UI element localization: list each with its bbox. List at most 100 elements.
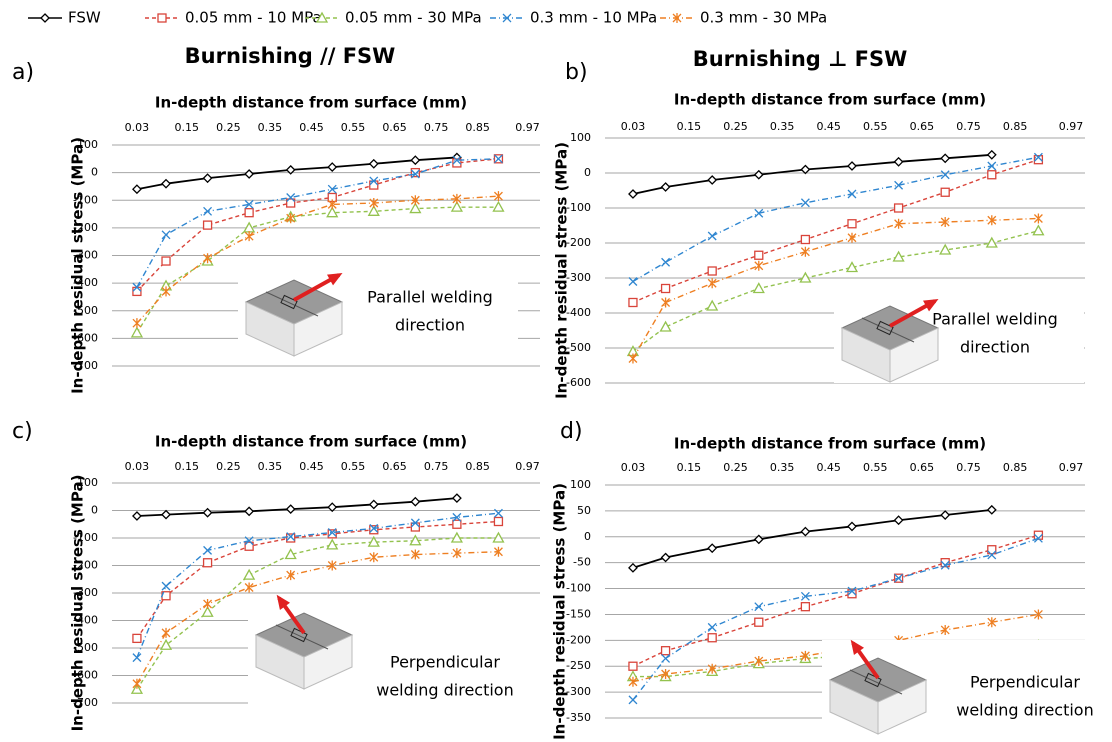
marker (410, 169, 420, 179)
marker (661, 297, 671, 308)
chart: a) In-depth distance from surface (mm) In-… (12, 60, 540, 394)
marker (201, 605, 214, 617)
tool-path (876, 320, 894, 336)
y-tick-label: 100 (77, 138, 98, 151)
marker (940, 217, 950, 227)
x-tick-label: 0.35 (770, 461, 795, 474)
marker (1032, 224, 1045, 236)
x-tick-label: 0.97 (515, 121, 540, 134)
y-axis-title: In-depth residual stress (MPa) (69, 137, 87, 394)
marker (1033, 609, 1043, 620)
series-line (632, 153, 992, 195)
marker (847, 232, 857, 243)
marker (493, 154, 503, 164)
marker (800, 246, 810, 257)
marker (368, 499, 379, 510)
marker (286, 198, 296, 208)
marker (132, 653, 142, 663)
marker (132, 511, 142, 521)
marker (492, 200, 505, 212)
marker (987, 545, 997, 555)
marker (327, 529, 337, 539)
marker (327, 162, 338, 173)
block-right (877, 679, 927, 735)
marker (707, 278, 717, 289)
marker (847, 219, 857, 229)
series-line (136, 497, 457, 517)
marker (493, 191, 503, 202)
marker (987, 170, 997, 180)
x-tick-label: 0.55 (341, 121, 366, 134)
column-title: Burnishing // FSW (185, 44, 396, 68)
x-tick-label: 0.97 (1059, 461, 1084, 474)
series-line (136, 195, 499, 324)
panel-label: d) (560, 419, 583, 444)
arrow-head (327, 273, 343, 286)
marker (327, 199, 337, 210)
column-title: Burnishing ⊥ FSW (693, 47, 908, 71)
marker (628, 277, 638, 286)
weld-seam (275, 624, 329, 650)
x-tick-label: 0.85 (465, 460, 490, 473)
marker (452, 155, 462, 165)
series-line (136, 158, 499, 292)
marker (203, 599, 213, 609)
marker (202, 507, 213, 518)
y-tick-label: -200 (73, 221, 98, 234)
marker (203, 253, 213, 264)
marker (410, 195, 420, 206)
marker (369, 525, 379, 535)
x-tick-label: 0.35 (258, 460, 283, 473)
marker (754, 602, 764, 612)
y-axis-title: In-depth residual stress (MPa) (551, 483, 569, 740)
chart: c) In-depth distance from surface (mm) In-… (12, 419, 540, 731)
y-tick-label: -500 (73, 641, 98, 654)
marker (161, 230, 171, 240)
marker (800, 198, 810, 208)
marker (847, 586, 857, 596)
marker (369, 198, 379, 209)
marker (285, 164, 296, 175)
weld-seam (265, 291, 319, 317)
series-line (632, 217, 1039, 359)
weld-seam (849, 669, 903, 695)
x-tick-label: 0.65 (910, 120, 935, 133)
x-tick-label: 0.25 (723, 120, 748, 133)
x-tick-label: 0.55 (863, 461, 888, 474)
marker (450, 531, 463, 543)
y-tick-label: -300 (566, 685, 591, 698)
marker (161, 627, 171, 638)
legend-label: FSW (68, 9, 101, 27)
marker (940, 560, 950, 570)
marker (410, 155, 421, 166)
marker (628, 297, 638, 308)
y-tick-label: -200 (566, 236, 591, 249)
series-line (136, 520, 499, 639)
annotation: Parallel welding (367, 288, 493, 307)
marker (326, 538, 339, 550)
x-axis-title: In-depth distance from surface (mm) (155, 433, 467, 451)
marker (159, 638, 173, 650)
weld-seam (861, 317, 915, 343)
y-tick-label: 100 (570, 478, 591, 491)
marker (493, 516, 504, 527)
marker (847, 189, 857, 199)
marker (40, 13, 50, 23)
marker (939, 243, 952, 255)
annotation: Perpendicular (390, 653, 500, 672)
y-axis-title: In-depth residual stress (MPa) (553, 142, 571, 399)
y-tick-label: 0 (584, 530, 591, 543)
x-tick-label: 0.25 (216, 460, 241, 473)
series-line (632, 534, 1039, 667)
x-tick-label: 0.45 (816, 120, 841, 133)
y-tick-label: 50 (577, 504, 591, 517)
marker (753, 169, 764, 180)
marker (492, 531, 505, 543)
x-axis-title: In-depth distance from surface (mm) (674, 435, 986, 453)
y-tick-label: -100 (73, 193, 98, 206)
marker (244, 231, 254, 242)
x-tick-label: 0.15 (677, 120, 702, 133)
y-tick-label: -200 (73, 559, 98, 572)
legend-label: 0.3 mm - 30 MPa (700, 9, 827, 27)
